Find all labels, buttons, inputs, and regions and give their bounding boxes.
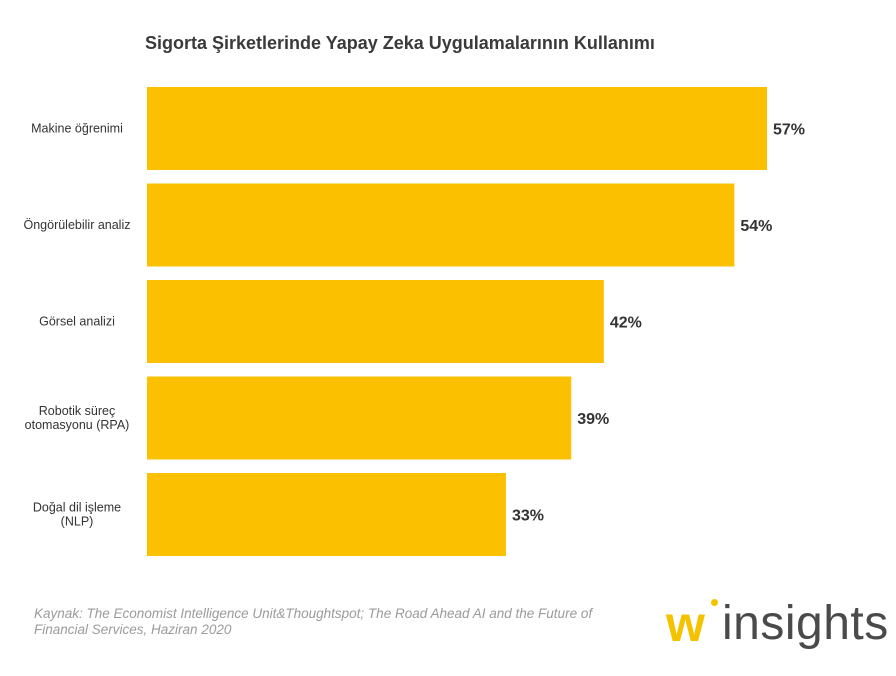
logo-dot-icon <box>711 599 718 606</box>
logo-mark: w <box>666 596 705 652</box>
bar-0 <box>147 87 767 170</box>
bar-chart: 57% Makine öğrenimi 54% Öngörülebilir anali… <box>23 87 805 556</box>
chart-title: Sigorta Şirketlerinde Yapay Zeka Uygulam… <box>145 33 655 53</box>
category-label-1: Öngörülebilir analiz <box>23 218 130 232</box>
bar-1 <box>147 183 735 267</box>
value-label-1: 54% <box>740 218 772 235</box>
winsights-logo: w insights <box>666 596 891 652</box>
category-label-0: Makine öğrenimi <box>31 122 123 136</box>
bar-4 <box>147 473 506 556</box>
category-label-3: Robotik süreç otomasyonu (RPA) <box>25 404 130 432</box>
logo-text: insights <box>722 597 889 650</box>
category-label-4: Doğal dil işleme (NLP) <box>33 501 121 529</box>
source-note: Kaynak: The Economist Intelligence Unit&… <box>34 606 593 637</box>
value-label-4: 33% <box>512 508 544 525</box>
category-label-2: Görsel analizi <box>39 315 115 329</box>
value-label-0: 57% <box>773 122 805 139</box>
value-label-2: 42% <box>610 315 642 332</box>
bar-2 <box>147 280 604 363</box>
bar-3 <box>147 376 572 460</box>
value-label-3: 39% <box>577 411 609 428</box>
